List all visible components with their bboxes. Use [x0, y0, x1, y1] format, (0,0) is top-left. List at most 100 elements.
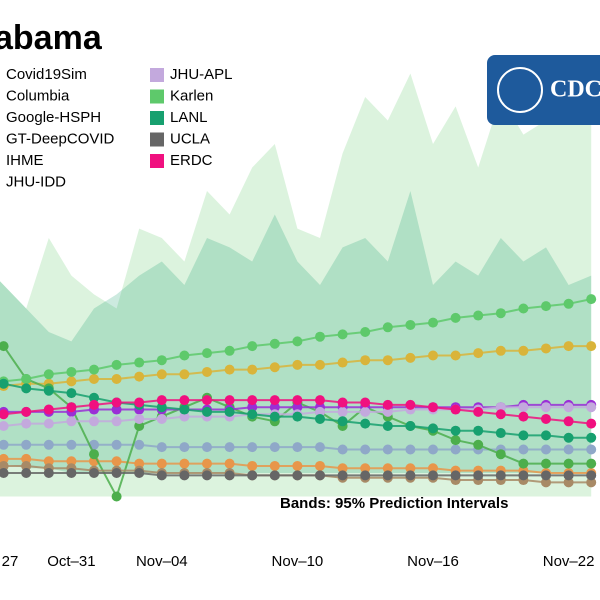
data-point	[382, 399, 393, 410]
data-point	[111, 468, 122, 478]
data-point	[111, 416, 122, 427]
data-point	[43, 468, 54, 478]
data-point	[405, 399, 416, 410]
data-point	[495, 470, 506, 481]
data-point	[269, 362, 280, 373]
data-point	[0, 341, 9, 352]
data-point	[315, 413, 325, 424]
data-point	[269, 411, 280, 422]
data-point	[337, 357, 348, 368]
data-point	[0, 378, 9, 389]
data-point	[541, 458, 551, 469]
x-tick-label: Nov–10	[272, 553, 324, 570]
data-point	[156, 413, 167, 424]
data-point	[0, 421, 9, 431]
data-point	[382, 355, 393, 366]
data-point	[428, 402, 438, 413]
data-point	[179, 411, 190, 422]
data-point	[450, 350, 461, 361]
data-point	[563, 458, 574, 469]
x-tick-label: Nov–22	[543, 553, 595, 570]
data-point	[473, 406, 484, 417]
x-tick-label: 27	[2, 553, 19, 570]
data-point	[315, 395, 325, 406]
data-point	[541, 477, 551, 488]
data-point	[337, 329, 348, 340]
data-point	[315, 442, 325, 453]
data-point	[247, 460, 258, 471]
data-point	[292, 411, 303, 422]
data-point	[89, 392, 99, 403]
data-point	[269, 395, 280, 406]
data-point	[21, 383, 32, 394]
data-point	[111, 374, 122, 384]
chart-title: abama	[0, 19, 103, 57]
data-point	[405, 463, 416, 474]
data-point	[563, 341, 574, 352]
data-point	[111, 404, 122, 415]
data-point	[21, 374, 32, 384]
series-line	[0, 298, 592, 383]
data-point	[405, 444, 416, 455]
data-point	[247, 395, 258, 406]
data-point	[43, 369, 54, 380]
data-point	[202, 442, 212, 453]
data-point	[360, 418, 371, 429]
data-point	[563, 470, 574, 481]
legend-label: Karlen	[170, 87, 213, 104]
series-line	[0, 472, 592, 477]
data-point	[405, 352, 416, 363]
data-point	[315, 470, 325, 481]
data-point	[450, 444, 461, 455]
data-point	[21, 439, 32, 450]
data-point	[247, 341, 258, 352]
data-point	[21, 468, 32, 478]
data-point	[202, 406, 212, 417]
data-point	[563, 432, 574, 443]
data-point	[134, 357, 145, 368]
data-point	[66, 402, 77, 413]
data-point	[134, 413, 145, 424]
data-point	[111, 456, 122, 467]
series-line	[0, 457, 592, 474]
data-point	[495, 345, 506, 356]
data-point	[292, 402, 303, 413]
data-point	[428, 317, 438, 328]
data-point	[0, 439, 9, 450]
data-point	[224, 395, 235, 406]
data-point	[179, 470, 190, 481]
data-point	[405, 470, 416, 481]
data-point	[292, 336, 303, 347]
data-point	[315, 406, 325, 417]
legend-label: ERDC	[170, 152, 213, 169]
data-point	[586, 418, 597, 429]
data-point	[21, 406, 32, 417]
data-point	[179, 395, 190, 406]
data-point	[247, 470, 258, 481]
data-point	[382, 463, 393, 474]
data-point	[495, 409, 506, 420]
x-tick-label: Oct–31	[47, 553, 95, 570]
data-point	[269, 460, 280, 471]
data-point	[360, 463, 371, 474]
data-point	[269, 442, 280, 453]
data-point	[202, 366, 212, 377]
data-point	[111, 491, 122, 502]
data-point	[337, 406, 348, 417]
data-point	[518, 303, 529, 314]
data-point	[202, 348, 212, 359]
data-point	[337, 444, 348, 455]
legend-label: Google-HSPH	[6, 109, 101, 126]
data-point	[382, 421, 393, 431]
series-line	[0, 381, 592, 439]
data-point	[66, 388, 77, 399]
lines	[0, 294, 597, 502]
data-point	[405, 319, 416, 330]
legend-label: UCLA	[170, 130, 210, 147]
data-point	[89, 399, 99, 410]
legend-swatch	[150, 89, 164, 104]
data-point	[89, 468, 99, 478]
data-point	[179, 369, 190, 380]
data-point	[156, 442, 167, 453]
data-point	[541, 301, 551, 312]
